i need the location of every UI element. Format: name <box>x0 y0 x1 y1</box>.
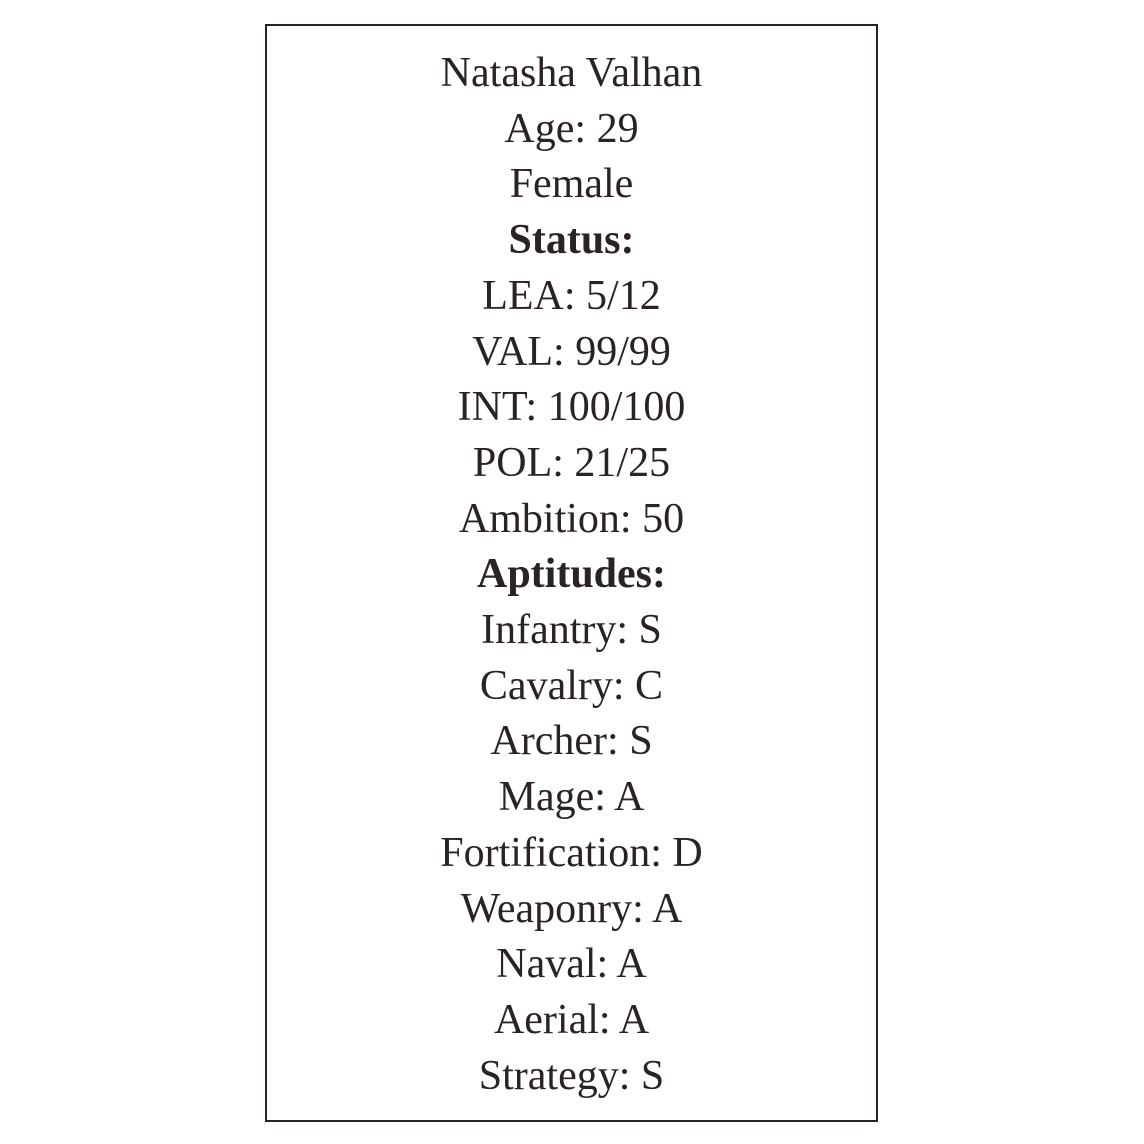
aptitude-naval: Naval: A <box>496 941 647 988</box>
stat-ambition: Ambition: 50 <box>458 495 685 542</box>
aptitude-infantry: Infantry: S <box>481 607 662 654</box>
stat-pol: POL: 21/25 <box>472 439 671 486</box>
status-heading: Status: <box>508 217 635 264</box>
aptitude-cavalry: Cavalry: C <box>479 662 664 709</box>
stat-val: VAL: 99/99 <box>472 328 671 375</box>
character-card: Natasha Valhan Age: 29 Female Status: LE… <box>265 24 878 1122</box>
character-age: Age: 29 <box>504 105 639 152</box>
stat-int: INT: 100/100 <box>457 384 686 431</box>
aptitude-fortification: Fortification: D <box>440 829 703 876</box>
aptitude-archer: Archer: S <box>490 718 653 765</box>
character-name: Natasha Valhan <box>440 50 703 96</box>
aptitude-aerial: Aerial: A <box>493 996 650 1043</box>
character-gender: Female <box>509 161 634 208</box>
aptitude-mage: Mage: A <box>498 774 645 821</box>
stat-lea: LEA: 5/12 <box>482 272 661 319</box>
aptitude-weaponry: Weaponry: A <box>460 885 683 932</box>
aptitude-strategy: Strategy: S <box>478 1052 665 1099</box>
aptitudes-heading: Aptitudes: <box>476 551 667 598</box>
